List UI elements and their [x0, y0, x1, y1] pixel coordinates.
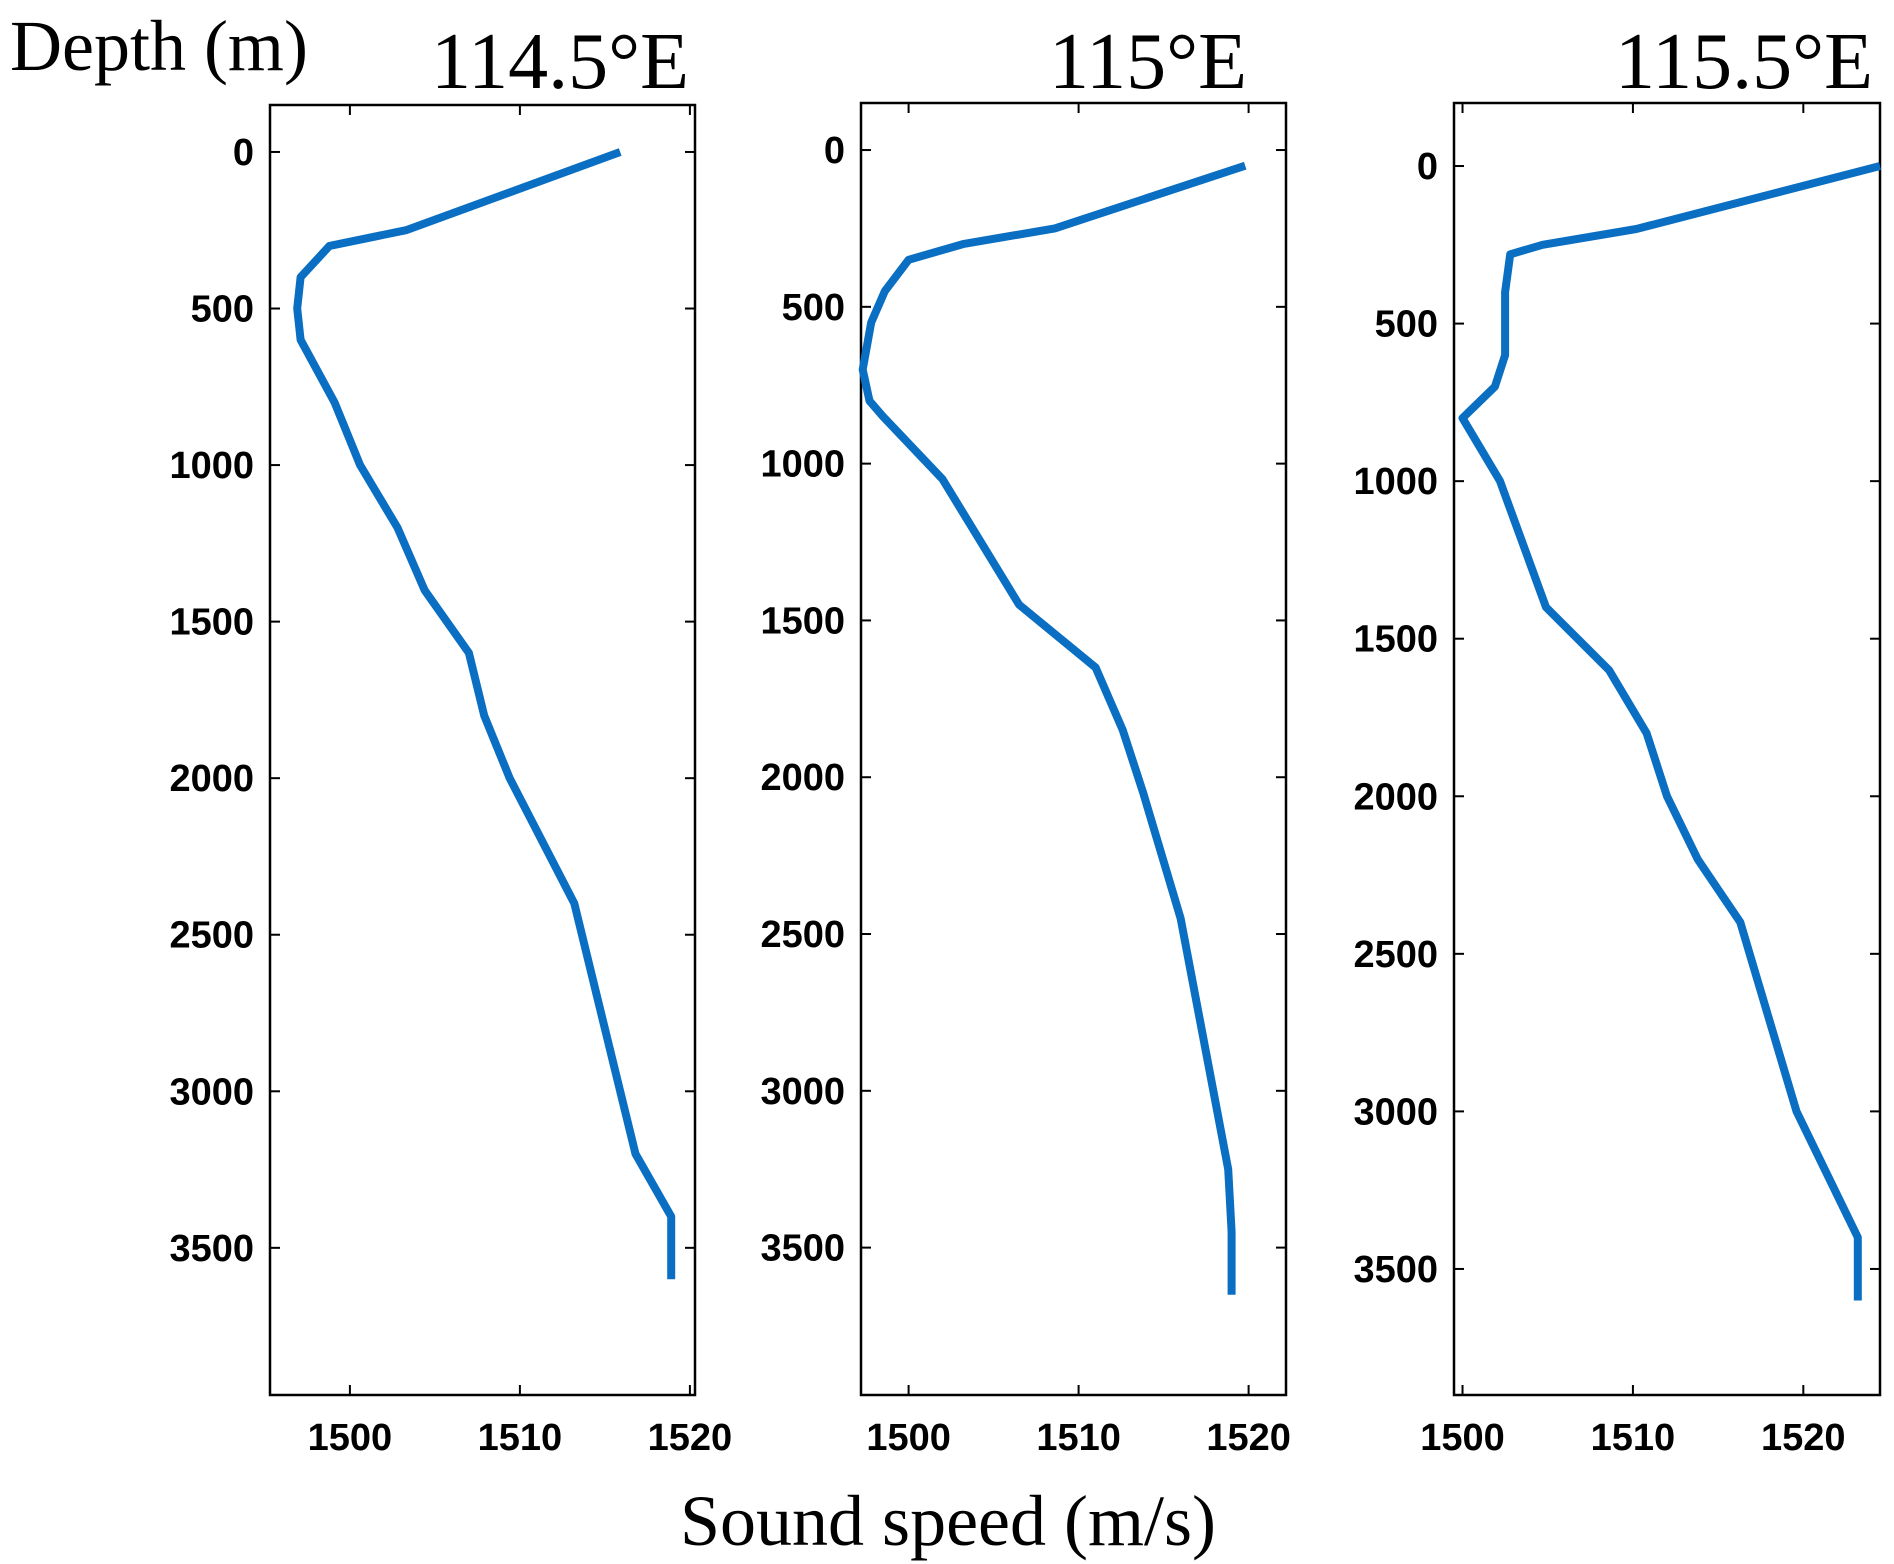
sound-speed-profile-line: [858, 161, 1247, 1295]
y-tick-label: 2500: [1353, 934, 1438, 976]
y-tick-label: 500: [1375, 304, 1438, 346]
y-tick-label: 3500: [1353, 1249, 1438, 1291]
y-tick-label: 500: [782, 287, 845, 329]
y-tick-label: 3000: [169, 1071, 254, 1113]
y-tick-label: 1000: [1353, 461, 1438, 503]
sound-speed-profile-line: [293, 148, 676, 1280]
ticks: 0 500 1000 1500 2000 2500 3000 3500 1500 1510 1520: [760, 103, 1291, 1459]
y-tick-label: 0: [233, 132, 254, 174]
plot-frame: [1452, 101, 1882, 1397]
y-tick-label: 3000: [1353, 1091, 1438, 1133]
x-tick-label: 1500: [1420, 1417, 1505, 1459]
y-tick-label: 1000: [760, 444, 845, 486]
panel-114-5e: 114.5°E 0 500 1000 1500 2000 2500 3000 3500 1500…: [169, 18, 732, 1459]
y-tick-label: 1000: [169, 445, 254, 487]
y-tick-label: 2000: [169, 758, 254, 800]
panel-title: 115.5°E: [1615, 18, 1873, 106]
y-tick-label: 3500: [169, 1228, 254, 1270]
x-tick-label: 1510: [1591, 1417, 1676, 1459]
ticks: 0 500 1000 1500 2000 2500 3000 3500 1500 1510 1520: [1353, 103, 1880, 1459]
y-tick-label: 2500: [169, 915, 254, 957]
sound-speed-profile-line: [1458, 162, 1882, 1301]
x-tick-label: 1520: [648, 1417, 733, 1459]
panel-115-5e: 115.5°E 0 500 1000 1500 2000 2500 3000 3500 1500…: [1353, 18, 1882, 1459]
y-tick-label: 0: [1417, 146, 1438, 188]
y-tick-label: 0: [824, 130, 845, 172]
x-tick-label: 1500: [866, 1417, 951, 1459]
y-tick-label: 2500: [760, 914, 845, 956]
plot-frame: [859, 101, 1288, 1397]
y-tick-label: 2000: [1353, 776, 1438, 818]
ticks: 0 500 1000 1500 2000 2500 3000 3500 1500 1510 1520: [169, 105, 732, 1459]
x-axis-label: Sound speed (m/s): [680, 1481, 1216, 1561]
panel-115e: 115°E 0 500 1000 1500 2000 2500 3000 3500 1500 15…: [760, 18, 1290, 1459]
x-tick-label: 1500: [308, 1417, 393, 1459]
y-axis-label: Depth (m): [10, 6, 308, 86]
y-tick-label: 1500: [1353, 619, 1438, 661]
y-tick-label: 3500: [760, 1228, 845, 1270]
x-tick-label: 1510: [1036, 1417, 1121, 1459]
y-tick-label: 2000: [760, 757, 845, 799]
plot-frame: [268, 103, 697, 1397]
x-tick-label: 1520: [1761, 1417, 1846, 1459]
x-tick-label: 1520: [1206, 1417, 1291, 1459]
y-tick-label: 1500: [169, 602, 254, 644]
y-tick-label: 3000: [760, 1071, 845, 1113]
y-tick-label: 500: [191, 289, 254, 331]
x-tick-label: 1510: [478, 1417, 563, 1459]
panel-title: 114.5°E: [431, 18, 689, 106]
y-tick-label: 1500: [760, 600, 845, 642]
panel-title: 115°E: [1049, 18, 1247, 106]
